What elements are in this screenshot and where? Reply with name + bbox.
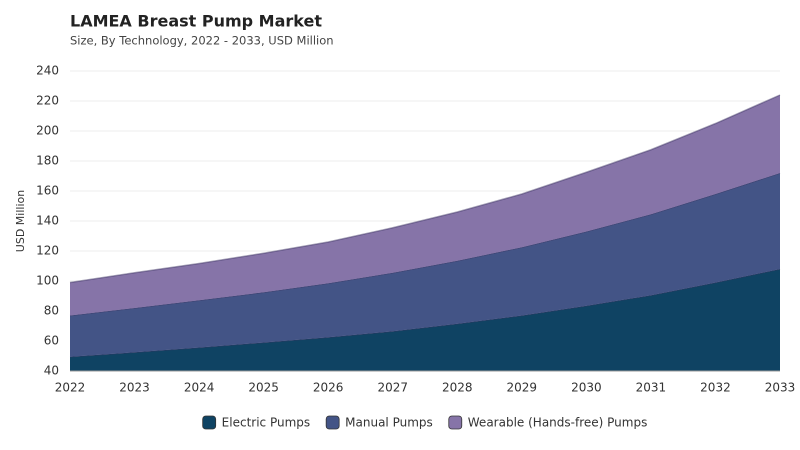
x-tick-label: 2033 bbox=[765, 381, 796, 395]
legend-swatch bbox=[202, 415, 217, 430]
chart-subtitle: Size, By Technology, 2022 - 2033, USD Mi… bbox=[70, 34, 334, 48]
y-tick-label: 220 bbox=[36, 94, 59, 108]
legend-swatch bbox=[325, 415, 340, 430]
y-tick-label: 60 bbox=[44, 334, 59, 348]
chart-title: LAMEA Breast Pump Market bbox=[70, 12, 322, 31]
area bbox=[70, 95, 780, 316]
y-tick-label: 140 bbox=[36, 214, 59, 228]
legend: Electric Pumps Manual Pumps Wearable (Hand… bbox=[202, 415, 648, 430]
area bbox=[70, 269, 780, 371]
y-tick-label: 100 bbox=[36, 274, 59, 288]
x-tick-label: 2025 bbox=[248, 381, 279, 395]
x-tick-label: 2029 bbox=[507, 381, 538, 395]
x-tick-label: 2031 bbox=[636, 381, 667, 395]
area bbox=[70, 173, 780, 357]
x-tick-label: 2030 bbox=[571, 381, 602, 395]
y-tick-label: 160 bbox=[36, 184, 59, 198]
legend-label: Manual Pumps bbox=[345, 416, 433, 430]
y-axis-label: USD Million bbox=[14, 190, 27, 252]
x-tick-label: 2032 bbox=[700, 381, 731, 395]
y-tick-label: 80 bbox=[44, 304, 59, 318]
y-tick-label: 200 bbox=[36, 124, 59, 138]
x-tick-label: 2028 bbox=[442, 381, 473, 395]
legend-swatch bbox=[448, 415, 463, 430]
x-tick-label: 2022 bbox=[55, 381, 86, 395]
y-tick-label: 240 bbox=[36, 64, 59, 78]
x-tick-label: 2023 bbox=[119, 381, 150, 395]
y-tick-label: 40 bbox=[44, 364, 59, 378]
y-tick-label: 180 bbox=[36, 154, 59, 168]
legend-label: Electric Pumps bbox=[222, 416, 310, 430]
x-tick-label: 2026 bbox=[313, 381, 344, 395]
area-edge bbox=[69, 94, 781, 284]
x-tick-label: 2027 bbox=[377, 381, 408, 395]
y-tick-label: 120 bbox=[36, 244, 59, 258]
legend-label: Wearable (Hands-free) Pumps bbox=[468, 416, 648, 430]
x-tick-label: 2024 bbox=[184, 381, 215, 395]
